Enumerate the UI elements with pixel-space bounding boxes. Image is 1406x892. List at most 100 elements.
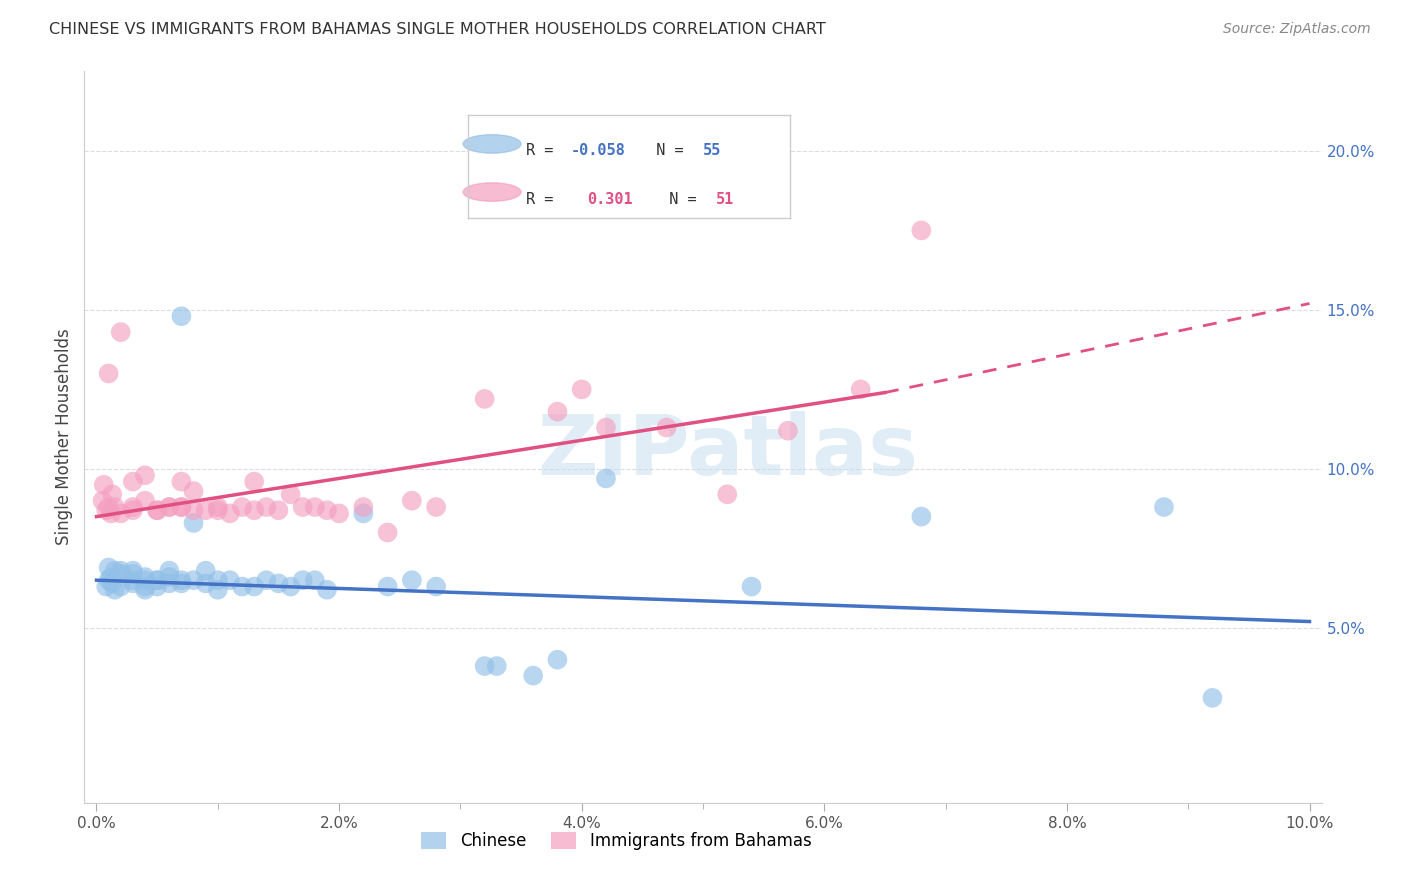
- Point: [231, 500, 253, 514]
- Point: [100, 570, 122, 584]
- Point: [122, 475, 145, 489]
- Point: [352, 507, 374, 521]
- Point: [183, 503, 205, 517]
- Point: [170, 573, 193, 587]
- Point: [100, 507, 122, 521]
- Point: [485, 659, 508, 673]
- Point: [97, 500, 120, 514]
- Point: [170, 475, 193, 489]
- Point: [157, 500, 180, 514]
- Point: [194, 503, 217, 517]
- Point: [91, 493, 114, 508]
- Point: [146, 503, 169, 517]
- Point: [194, 576, 217, 591]
- Point: [207, 500, 229, 514]
- Point: [157, 570, 180, 584]
- Point: [243, 475, 266, 489]
- Point: [96, 580, 118, 594]
- Point: [377, 580, 399, 594]
- Point: [716, 487, 738, 501]
- Point: [474, 659, 496, 673]
- Point: [183, 484, 205, 499]
- Point: [207, 573, 229, 587]
- Point: [122, 503, 145, 517]
- Point: [97, 367, 120, 381]
- Point: [401, 493, 423, 508]
- Point: [207, 503, 229, 517]
- Point: [194, 564, 217, 578]
- Point: [254, 573, 277, 587]
- Point: [474, 392, 496, 406]
- Point: [93, 477, 115, 491]
- Point: [104, 500, 127, 514]
- Point: [101, 576, 124, 591]
- Point: [377, 525, 399, 540]
- Point: [170, 500, 193, 514]
- Point: [104, 582, 127, 597]
- Point: [157, 564, 180, 578]
- Point: [183, 573, 205, 587]
- Point: [134, 573, 156, 587]
- Point: [741, 580, 763, 594]
- Point: [134, 580, 156, 594]
- Point: [267, 503, 290, 517]
- Point: [122, 500, 145, 514]
- Point: [104, 564, 127, 578]
- Point: [146, 580, 169, 594]
- Point: [96, 503, 118, 517]
- Point: [122, 573, 145, 587]
- Point: [571, 383, 593, 397]
- Point: [546, 404, 568, 418]
- Point: [146, 503, 169, 517]
- Point: [97, 560, 120, 574]
- Text: Source: ZipAtlas.com: Source: ZipAtlas.com: [1223, 22, 1371, 37]
- Point: [425, 500, 447, 514]
- Point: [170, 576, 193, 591]
- Point: [134, 468, 156, 483]
- Point: [243, 580, 266, 594]
- Point: [910, 223, 932, 237]
- Point: [110, 566, 132, 581]
- Point: [328, 507, 350, 521]
- Point: [231, 580, 253, 594]
- Point: [522, 668, 544, 682]
- Point: [122, 566, 145, 581]
- Point: [219, 573, 242, 587]
- Point: [170, 500, 193, 514]
- Text: CHINESE VS IMMIGRANTS FROM BAHAMAS SINGLE MOTHER HOUSEHOLDS CORRELATION CHART: CHINESE VS IMMIGRANTS FROM BAHAMAS SINGL…: [49, 22, 825, 37]
- Point: [122, 576, 145, 591]
- Point: [316, 582, 339, 597]
- Point: [1153, 500, 1175, 514]
- Point: [352, 500, 374, 514]
- Legend: Chinese, Immigrants from Bahamas: Chinese, Immigrants from Bahamas: [415, 825, 818, 856]
- Point: [219, 507, 242, 521]
- Y-axis label: Single Mother Households: Single Mother Households: [55, 329, 73, 545]
- Point: [157, 576, 180, 591]
- Point: [910, 509, 932, 524]
- Point: [1201, 690, 1223, 705]
- Point: [110, 325, 132, 339]
- Point: [243, 503, 266, 517]
- Point: [776, 424, 799, 438]
- Point: [595, 420, 617, 434]
- Point: [146, 573, 169, 587]
- Point: [97, 573, 120, 587]
- Point: [595, 471, 617, 485]
- Point: [316, 503, 339, 517]
- Point: [267, 576, 290, 591]
- Point: [134, 493, 156, 508]
- Point: [146, 573, 169, 587]
- Point: [134, 570, 156, 584]
- Point: [401, 573, 423, 587]
- Text: ZIPatlas: ZIPatlas: [537, 411, 918, 492]
- Point: [291, 573, 314, 587]
- Point: [280, 580, 302, 594]
- Point: [122, 564, 145, 578]
- Point: [110, 507, 132, 521]
- Point: [304, 500, 326, 514]
- Point: [157, 500, 180, 514]
- Point: [170, 310, 193, 324]
- Point: [134, 582, 156, 597]
- Point: [183, 516, 205, 530]
- Point: [110, 564, 132, 578]
